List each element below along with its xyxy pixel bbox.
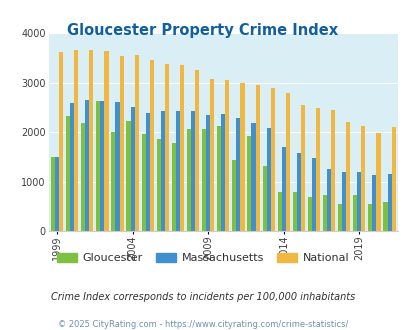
Bar — [386, 174, 391, 231]
Bar — [266, 128, 270, 231]
Bar — [307, 197, 311, 231]
Bar — [311, 158, 315, 231]
Bar — [130, 107, 134, 231]
Bar — [315, 108, 319, 231]
Bar — [322, 195, 326, 231]
Bar — [141, 134, 145, 231]
Bar — [202, 129, 206, 231]
Bar — [367, 204, 371, 231]
Bar — [337, 204, 341, 231]
Bar — [89, 50, 93, 231]
Bar — [126, 121, 130, 231]
Bar — [217, 126, 221, 231]
Bar — [145, 113, 149, 231]
Legend: Gloucester, Massachusetts, National: Gloucester, Massachusetts, National — [52, 248, 353, 267]
Bar — [285, 93, 289, 231]
Bar — [281, 147, 285, 231]
Bar — [326, 169, 330, 231]
Bar — [51, 157, 55, 231]
Bar — [195, 70, 199, 231]
Bar — [270, 88, 274, 231]
Bar — [232, 160, 236, 231]
Bar — [391, 127, 395, 231]
Text: Crime Index corresponds to incidents per 100,000 inhabitants: Crime Index corresponds to incidents per… — [51, 292, 354, 302]
Bar — [221, 114, 225, 231]
Bar — [236, 118, 240, 231]
Bar — [191, 111, 195, 231]
Bar — [356, 172, 360, 231]
Bar — [375, 133, 379, 231]
Bar — [160, 111, 164, 231]
Bar — [149, 60, 153, 231]
Bar — [186, 129, 191, 231]
Bar — [81, 123, 85, 231]
Bar — [175, 111, 179, 231]
Bar — [345, 122, 350, 231]
Bar — [262, 166, 266, 231]
Bar — [277, 192, 281, 231]
Bar — [330, 110, 335, 231]
Bar — [352, 195, 356, 231]
Bar — [74, 50, 78, 231]
Bar — [371, 175, 375, 231]
Bar — [255, 85, 259, 231]
Bar — [164, 64, 168, 231]
Bar — [240, 83, 244, 231]
Bar — [247, 136, 251, 231]
Bar — [179, 65, 183, 231]
Bar — [210, 79, 214, 231]
Bar — [104, 51, 108, 231]
Bar — [55, 157, 59, 231]
Bar — [382, 202, 386, 231]
Bar — [251, 123, 255, 231]
Bar — [300, 105, 304, 231]
Bar — [206, 115, 210, 231]
Bar — [96, 101, 100, 231]
Bar — [292, 192, 296, 231]
Bar — [85, 100, 89, 231]
Bar — [115, 102, 119, 231]
Bar — [59, 52, 63, 231]
Bar — [66, 116, 70, 231]
Bar — [156, 139, 160, 231]
Bar — [119, 56, 123, 231]
Bar — [296, 153, 300, 231]
Bar — [100, 101, 104, 231]
Bar — [171, 143, 175, 231]
Bar — [70, 103, 74, 231]
Bar — [360, 126, 364, 231]
Bar — [111, 132, 115, 231]
Bar — [225, 80, 229, 231]
Bar — [134, 55, 139, 231]
Text: © 2025 CityRating.com - https://www.cityrating.com/crime-statistics/: © 2025 CityRating.com - https://www.city… — [58, 320, 347, 329]
Text: Gloucester Property Crime Index: Gloucester Property Crime Index — [67, 23, 338, 38]
Bar — [341, 172, 345, 231]
